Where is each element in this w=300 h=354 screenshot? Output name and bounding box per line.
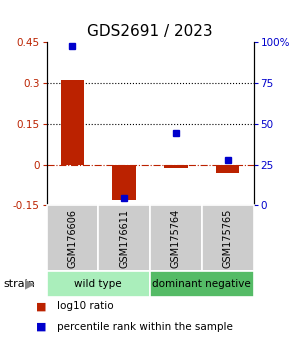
Bar (164, 165, 188, 168)
Text: GSM175765: GSM175765 (223, 209, 232, 268)
Text: strain: strain (3, 279, 35, 289)
Bar (61, 80, 84, 165)
Text: ■: ■ (36, 322, 46, 332)
Title: GDS2691 / 2023: GDS2691 / 2023 (87, 23, 213, 39)
Text: ■: ■ (36, 301, 46, 311)
Text: log10 ratio: log10 ratio (57, 301, 114, 311)
Text: GSM175764: GSM175764 (171, 209, 181, 268)
Text: GSM176611: GSM176611 (119, 209, 129, 268)
Text: ▶: ▶ (25, 278, 35, 291)
Text: wild type: wild type (74, 279, 122, 289)
Bar (216, 165, 239, 173)
Bar (112, 165, 136, 200)
Text: GSM176606: GSM176606 (68, 209, 77, 268)
Text: percentile rank within the sample: percentile rank within the sample (57, 322, 233, 332)
Text: dominant negative: dominant negative (152, 279, 251, 289)
